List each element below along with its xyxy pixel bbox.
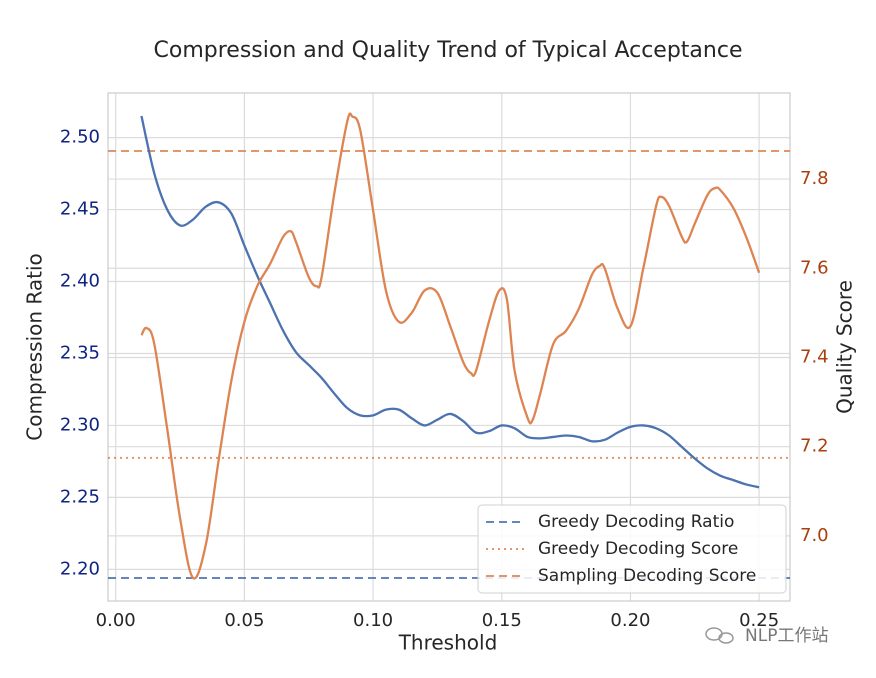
legend-box	[477, 504, 787, 594]
y2-tick-label: 7.6	[800, 257, 829, 278]
legend-label: Greedy Decoding Ratio	[538, 512, 734, 532]
x-tick-label: 0.05	[224, 610, 264, 631]
data-line	[140, 112, 761, 580]
y-tick-label: 2.45	[60, 199, 100, 220]
y-tick-label: 2.35	[60, 342, 100, 363]
y-axis-label: Compression Ratio	[23, 253, 47, 440]
x-tick-label: 0.10	[353, 610, 393, 631]
y-tick-label: 2.50	[60, 127, 100, 148]
y-tick-label: 2.25	[60, 486, 100, 507]
x-tick-label: 0.20	[610, 610, 650, 631]
y-tick-label: 2.20	[60, 558, 100, 579]
x-tick-label: 0.25	[739, 610, 779, 631]
y-tick-label: 2.30	[60, 414, 100, 435]
y2-tick-label: 7.8	[800, 168, 829, 189]
x-tick-label: 0.15	[482, 610, 522, 631]
legend: Greedy Decoding Ratio Greedy Decoding Sco…	[477, 504, 787, 594]
watermark: NLP工作站	[745, 626, 828, 646]
y2-axis-label: Quality Score	[833, 280, 857, 414]
legend-label: Sampling Decoding Score	[538, 566, 756, 586]
plot-frame	[107, 92, 791, 602]
watermark-icon	[705, 627, 734, 644]
y2-tick-label: 7.0	[800, 525, 829, 546]
y-tick-label: 2.40	[60, 271, 100, 292]
chart-title: Compression and Quality Trend of Typical…	[154, 38, 743, 63]
legend-label: Greedy Decoding Score	[538, 539, 738, 559]
x-tick-label: 0.00	[96, 610, 136, 631]
x-axis-label: Threshold	[398, 631, 498, 655]
y2-tick-label: 7.2	[800, 436, 829, 457]
y2-tick-label: 7.4	[800, 346, 829, 367]
data-line	[140, 115, 760, 489]
